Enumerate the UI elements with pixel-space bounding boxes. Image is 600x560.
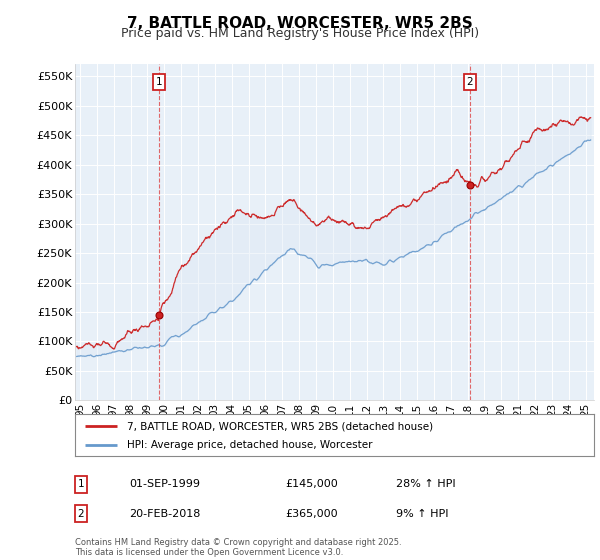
Text: HPI: Average price, detached house, Worcester: HPI: Average price, detached house, Worc… [127, 440, 373, 450]
Text: 2: 2 [77, 508, 85, 519]
Text: 20-FEB-2018: 20-FEB-2018 [129, 508, 200, 519]
Text: 01-SEP-1999: 01-SEP-1999 [129, 479, 200, 489]
Text: 28% ↑ HPI: 28% ↑ HPI [396, 479, 455, 489]
Text: Contains HM Land Registry data © Crown copyright and database right 2025.
This d: Contains HM Land Registry data © Crown c… [75, 538, 401, 557]
Text: 2: 2 [466, 77, 473, 87]
Text: 9% ↑ HPI: 9% ↑ HPI [396, 508, 449, 519]
Text: 7, BATTLE ROAD, WORCESTER, WR5 2BS: 7, BATTLE ROAD, WORCESTER, WR5 2BS [127, 16, 473, 31]
Text: 1: 1 [77, 479, 85, 489]
Text: £145,000: £145,000 [285, 479, 338, 489]
Text: £365,000: £365,000 [285, 508, 338, 519]
Text: Price paid vs. HM Land Registry's House Price Index (HPI): Price paid vs. HM Land Registry's House … [121, 27, 479, 40]
Text: 1: 1 [155, 77, 162, 87]
Text: 7, BATTLE ROAD, WORCESTER, WR5 2BS (detached house): 7, BATTLE ROAD, WORCESTER, WR5 2BS (deta… [127, 421, 433, 431]
